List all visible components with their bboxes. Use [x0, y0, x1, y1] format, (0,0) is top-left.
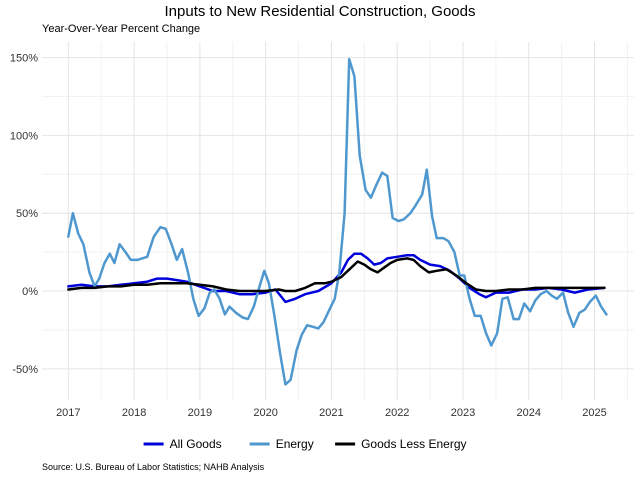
x-tick-label: 2022	[385, 407, 409, 419]
legend-item-goods-less-energy: Goods Less Energy	[335, 437, 467, 451]
series-line-energy	[67, 57, 608, 386]
y-tick-label: 100%	[10, 130, 38, 142]
series-layer	[67, 57, 608, 386]
legend: All Goods Energy Goods Less Energy	[143, 437, 467, 451]
x-tick-label: 2024	[517, 407, 541, 419]
legend-item-all-goods: All Goods	[143, 437, 222, 451]
x-tick-label: 2020	[253, 407, 277, 419]
legend-item-energy: Energy	[249, 437, 314, 451]
x-axis-ticks: 2017 2018 2019 2020 2021 2022 2023 2024 2025	[56, 407, 607, 419]
y-tick-label: 0%	[22, 286, 38, 298]
y-tick-label: 150%	[10, 53, 38, 65]
legend-label: All Goods	[170, 437, 222, 451]
x-tick-label: 2018	[122, 407, 146, 419]
y-axis-ticks: -50% 0% 50% 100% 150%	[10, 53, 38, 376]
x-tick-label: 2019	[188, 407, 212, 419]
legend-label: Goods Less Energy	[361, 437, 466, 451]
series-line-all-goods	[67, 252, 606, 304]
major-gridlines	[42, 42, 634, 400]
series-line-goods-less-energy	[67, 257, 606, 293]
minor-gridlines	[42, 42, 634, 400]
x-tick-label: 2025	[582, 407, 606, 419]
plot-area	[42, 42, 634, 400]
y-tick-label: -50%	[12, 364, 38, 376]
y-axis-subtitle: Year-Over-Year Percent Change	[42, 23, 201, 35]
x-tick-label: 2023	[451, 407, 475, 419]
x-tick-label: 2017	[56, 407, 80, 419]
legend-label: Energy	[276, 437, 314, 451]
chart-title: Inputs to New Residential Construction, …	[164, 3, 476, 20]
x-tick-label: 2021	[319, 407, 343, 419]
source-note: Source: U.S. Bureau of Labor Statistics;…	[42, 462, 265, 472]
y-tick-label: 50%	[16, 208, 38, 220]
